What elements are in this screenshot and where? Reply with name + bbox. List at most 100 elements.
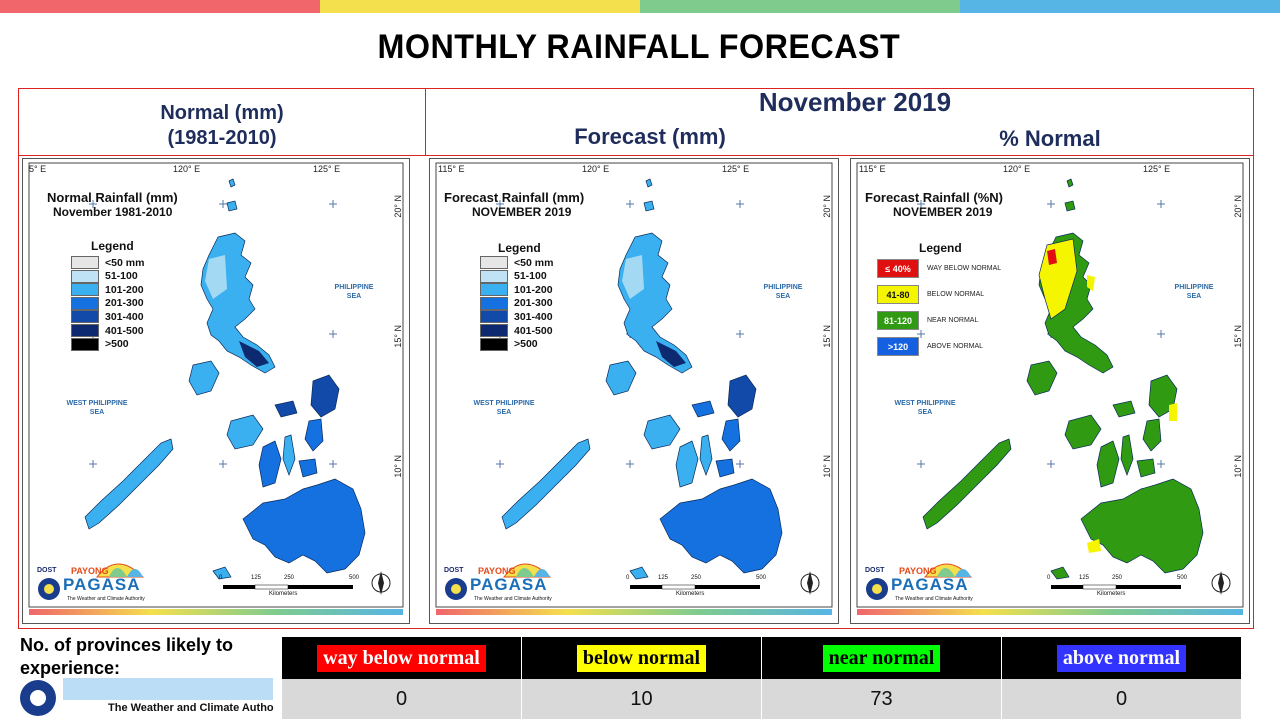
- legend-desc: ABOVE NORMAL: [927, 343, 984, 350]
- legend-item: >500: [480, 337, 538, 351]
- longitude-label: 125° E: [1143, 164, 1171, 174]
- map-canvas: [435, 162, 833, 615]
- province-region: [1096, 440, 1120, 488]
- legend-label: 51-100: [514, 270, 547, 283]
- header-normal: Normal (mm) (1981-2010): [18, 101, 426, 151]
- province-region: [298, 458, 318, 478]
- graticule-cross: [1157, 200, 1165, 208]
- graticule-cross: [219, 460, 227, 468]
- legend-swatch: 41-80: [877, 285, 919, 304]
- legend-item: 201-300: [480, 296, 553, 310]
- legend-item: 51-100: [480, 269, 547, 283]
- province-region: [1112, 400, 1136, 418]
- province-region: [1066, 178, 1074, 188]
- heavy-rain-region: [239, 341, 269, 367]
- count-row: 0 10 73 0: [282, 679, 1242, 719]
- latitude-label: 10° N: [1233, 455, 1243, 478]
- longitude-label: 115° E: [859, 164, 886, 174]
- legend-title: Legend: [498, 241, 541, 255]
- graticule-cross: [626, 200, 634, 208]
- latitude-label: 20° N: [822, 195, 832, 218]
- province-region: [715, 458, 735, 478]
- longitude-label: 125° E: [722, 164, 750, 174]
- sea-label-line: SEA: [1186, 293, 1202, 300]
- province-region: [727, 374, 757, 418]
- map-title: Forecast Rainfall (%N): [865, 190, 1003, 205]
- graticule-cross: [496, 200, 504, 208]
- top-bar-segment: [320, 0, 640, 13]
- color-strip: [29, 609, 403, 615]
- below-normal-region: [1169, 403, 1177, 421]
- longitude-label: 120° E: [582, 164, 610, 174]
- latitude-label: 10° N: [393, 455, 403, 478]
- longitude-label: 5° E: [29, 164, 47, 174]
- color-strip: [436, 609, 832, 615]
- legend-swatch: [480, 269, 508, 283]
- legend-label: 201-300: [105, 297, 144, 310]
- below-normal-region: [1087, 539, 1101, 553]
- logo-authority: The Weather and Climate Authority: [67, 596, 145, 602]
- longitude-label: 115° E: [438, 164, 465, 174]
- scale-tick-label: 500: [1177, 575, 1188, 581]
- watermark-authority-text: The Weather and Climate Autho: [108, 702, 274, 714]
- map-canvas: [28, 162, 404, 615]
- pagasa-logo: DOST PAYONG PAGASA The Weather and Climate …: [444, 563, 584, 609]
- province-region: [1064, 200, 1076, 212]
- logo-authority: The Weather and Climate Authority: [895, 596, 973, 602]
- scale-tick-label: 500: [349, 575, 360, 581]
- category-label: above normal: [1056, 644, 1187, 672]
- graticule-cross: [219, 200, 227, 208]
- legend-label: <50 mm: [514, 256, 554, 269]
- scale-tick-label: 0: [219, 575, 223, 581]
- latitude-label: 15° N: [1233, 325, 1243, 348]
- sea-label-line: WEST PHILIPPINE: [66, 400, 128, 407]
- legend-label: 301-400: [514, 310, 553, 323]
- sea-label-line: PHILIPPINE: [334, 284, 374, 291]
- legend-item: 41-80 BELOW NORMAL: [877, 285, 984, 304]
- header-forecast: Forecast (mm): [574, 124, 726, 149]
- scale-bar: [630, 584, 760, 590]
- province-region: [922, 438, 1012, 530]
- philippine-sea-label: PHILIPPINE SEA: [1159, 283, 1229, 301]
- legend-title: Legend: [91, 239, 134, 253]
- legend-label: 101-200: [514, 283, 553, 296]
- slide-title: MONTHLY RAINFALL FORECAST: [377, 28, 901, 66]
- legend-swatch: [71, 256, 99, 269]
- graticule-cross: [1157, 460, 1165, 468]
- top-color-bar: [0, 0, 1280, 13]
- province-region: [1120, 434, 1134, 476]
- category-row: way below normal below normal near normal a…: [282, 637, 1242, 679]
- graticule-cross: [89, 200, 97, 208]
- province-region: [84, 438, 174, 530]
- logo-payong: PAYONG: [71, 566, 109, 576]
- legend-desc: BELOW NORMAL: [927, 291, 985, 298]
- scale-tick-label: 250: [691, 575, 702, 581]
- legend-swatch: [71, 269, 99, 283]
- legend-swatch: [71, 324, 99, 337]
- color-strip: [857, 609, 1243, 615]
- dost-emblem-icon: [445, 578, 467, 600]
- header-normal-line1: Normal (mm): [160, 102, 284, 124]
- legend-swatch: [480, 283, 508, 297]
- category-cell: above normal: [1001, 637, 1242, 679]
- graticule-cross: [329, 200, 337, 208]
- archipelago: [922, 178, 1204, 580]
- north-arrow-icon: [1211, 571, 1231, 595]
- province-region: [282, 434, 296, 476]
- dost-emblem-icon: [866, 578, 888, 600]
- category-cell: near normal: [761, 637, 1002, 679]
- province-region: [1136, 458, 1156, 478]
- provinces-label: No. of provinces likely to experience:: [20, 634, 233, 680]
- map-title: Forecast Rainfall (mm): [444, 190, 585, 205]
- legend-item: <50 mm: [71, 256, 144, 269]
- legend-item: 101-200: [480, 283, 553, 297]
- header-normal-line2: (1981-2010): [167, 127, 277, 149]
- legend-swatch: [71, 310, 99, 324]
- provinces-label-line2: experience:: [20, 658, 121, 678]
- latitude-label: 15° N: [393, 325, 403, 348]
- graticule-cross: [1047, 460, 1055, 468]
- legend-swatch: [480, 256, 508, 269]
- legend-swatch: [480, 324, 508, 337]
- legend-label: >500: [105, 338, 129, 351]
- logo-dost: DOST: [865, 567, 885, 574]
